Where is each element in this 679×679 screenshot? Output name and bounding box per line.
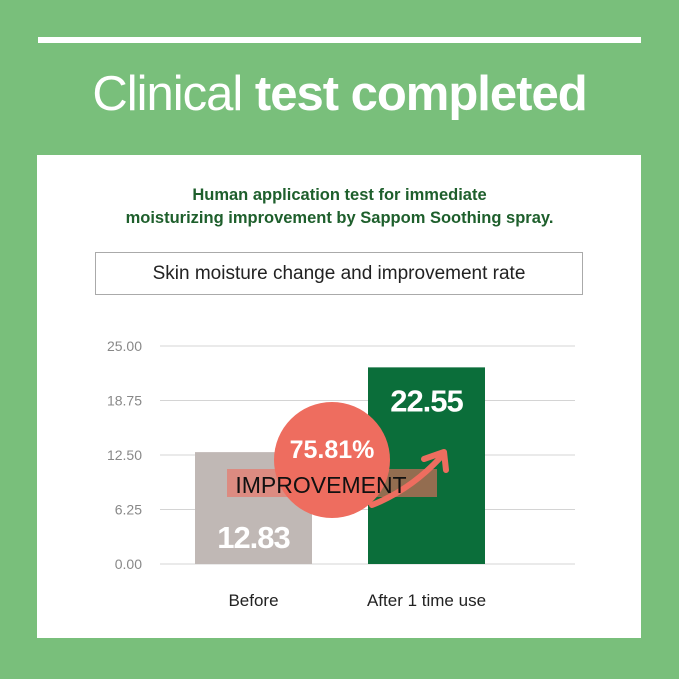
y-tick-label: 25.00 (107, 338, 142, 354)
subtitle: Human application test for immediate mois… (0, 184, 679, 230)
y-tick-label: 18.75 (107, 393, 142, 409)
bar-value-label: 12.83 (217, 520, 290, 555)
improvement-value: 75.81% (290, 436, 375, 464)
arrow-shaft (369, 455, 443, 508)
y-tick-label: 12.50 (107, 447, 142, 463)
improvement-circle (274, 402, 390, 518)
subtitle-line: moisturizing improvement by Sappom Sooth… (125, 209, 554, 227)
y-tick-label: 6.25 (115, 502, 142, 518)
chart-title: Skin moisture change and improvement rat… (95, 252, 583, 295)
category-label: Before (228, 591, 278, 610)
content-panel (37, 155, 641, 638)
title-bold: test completed (254, 67, 588, 121)
arrow-up-icon (421, 449, 449, 473)
title-light: Clinical (92, 67, 243, 121)
page-title: Clinical test completed (0, 66, 679, 122)
y-tick-label: 0.00 (115, 556, 142, 572)
improvement-label: IMPROVEMENT (235, 472, 406, 498)
top-divider (38, 37, 641, 43)
subtitle-line: Human application test for immediate (192, 186, 487, 204)
category-label: After 1 time use (367, 591, 486, 610)
bar-value-label: 22.55 (390, 383, 463, 418)
